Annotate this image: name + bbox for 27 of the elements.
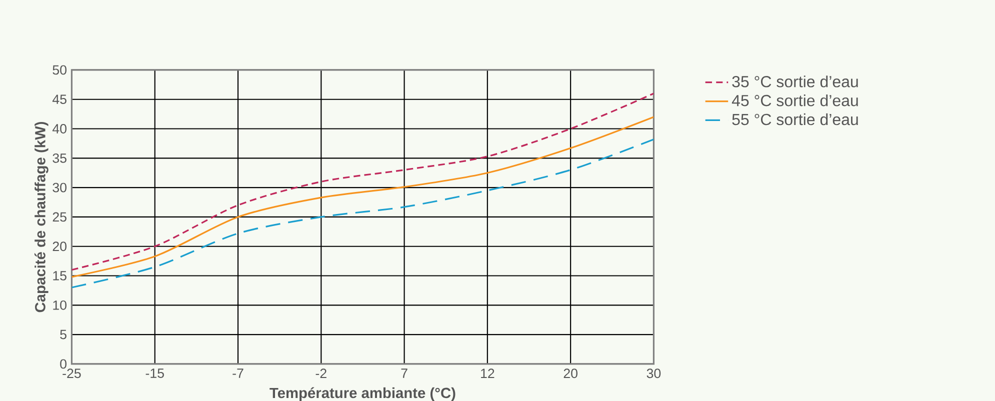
x-tick-label: -15 (146, 368, 164, 378)
y-axis-title: Capacité de chauffage (kW) (34, 122, 48, 312)
x-tick-label: 7 (401, 368, 408, 378)
y-tick-label: 5 (60, 330, 66, 340)
y-tick-label: 15 (53, 271, 66, 280)
x-tick-label: -2 (316, 368, 326, 378)
x-tick-label: -25 (62, 368, 81, 378)
legend-label: 45 °C sortie d’eau (732, 94, 858, 106)
y-tick-label: 40 (52, 124, 66, 134)
line-series (72, 116, 654, 278)
line-series (72, 138, 654, 288)
legend-label: 35 °C sortie d’eau (732, 76, 858, 88)
x-tick-label: 20 (564, 368, 578, 378)
y-tick-label: 45 (52, 94, 66, 104)
x-tick-label: 30 (646, 368, 661, 378)
y-tick-label: 0 (60, 359, 66, 369)
y-tick-label: 20 (52, 242, 66, 252)
y-tick-label: 50 (52, 65, 66, 75)
y-tick-label: 30 (52, 182, 66, 192)
y-tick-label: 10 (53, 300, 66, 310)
y-tick-label: 25 (52, 212, 66, 222)
legend-label: 55 °C sortie d’eau (732, 113, 858, 126)
line-series (72, 92, 654, 271)
x-axis-title: Température ambiante (°C) (270, 387, 456, 401)
x-tick-label: 12 (481, 368, 494, 378)
y-tick-label: 35 (52, 153, 66, 163)
x-tick-label: -7 (232, 368, 244, 378)
